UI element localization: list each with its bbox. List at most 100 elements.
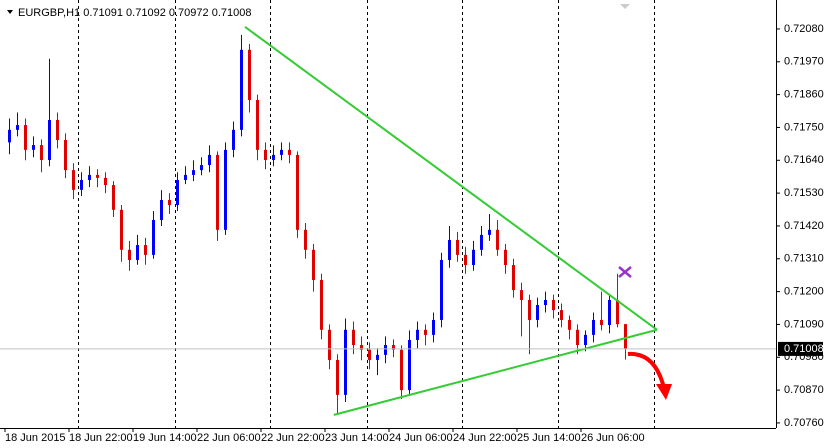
candle-body xyxy=(248,49,251,100)
candle-body xyxy=(176,179,179,206)
candle-body xyxy=(288,149,291,155)
candle-body xyxy=(200,165,203,171)
y-tick-label: 0.71420 xyxy=(784,220,824,232)
current-price-box xyxy=(778,341,823,356)
candle-body xyxy=(528,299,531,320)
candle-body xyxy=(72,170,75,190)
shift-marker xyxy=(620,4,630,9)
candle-body xyxy=(496,229,499,250)
candle-body xyxy=(336,359,339,395)
candle-body xyxy=(520,290,523,300)
y-tick-label: 0.71750 xyxy=(784,121,824,133)
x-tick-label: 24 Jun 22:00 xyxy=(453,432,517,444)
candle-body xyxy=(352,329,355,346)
candle-body xyxy=(208,154,211,166)
forecast-arrow xyxy=(627,351,666,389)
open: 0.71091 xyxy=(83,7,123,19)
candle-body xyxy=(552,299,555,311)
candle-body xyxy=(320,279,323,330)
x-tick-label: 24 Jun 06:00 xyxy=(389,432,453,444)
candle-body xyxy=(376,354,379,360)
candle-body xyxy=(232,129,235,150)
candle-body xyxy=(328,329,331,360)
candle-body xyxy=(240,49,243,130)
candle-body xyxy=(264,149,267,160)
candle-body xyxy=(304,229,307,250)
candle-body xyxy=(296,154,299,230)
candle-body xyxy=(424,329,427,335)
x-tick-label: 26 Jun 06:00 xyxy=(581,432,645,444)
candle-body xyxy=(48,119,51,160)
candle-body xyxy=(192,170,195,175)
candle-body xyxy=(544,299,547,306)
candle-body xyxy=(64,139,67,171)
x-tick-label: 25 Jun 14:00 xyxy=(517,432,581,444)
candle-body xyxy=(120,209,123,250)
candle-body xyxy=(8,129,11,143)
candle-body xyxy=(400,349,403,391)
candle-body xyxy=(408,339,411,391)
symbol: EURGBP,H1 xyxy=(18,7,80,19)
y-tick-label: 0.71860 xyxy=(784,89,824,101)
candle-body xyxy=(512,265,515,291)
candle-body xyxy=(592,319,595,335)
current-price-label: 0.71008 xyxy=(784,343,824,355)
candle-body xyxy=(504,249,507,266)
candle-body xyxy=(448,239,451,260)
candle-body xyxy=(464,254,467,266)
candle-body xyxy=(96,174,99,178)
header-arrow xyxy=(7,10,13,14)
close: 0.71008 xyxy=(212,7,252,19)
y-tick-label: 0.71970 xyxy=(784,56,824,68)
candle-body xyxy=(488,229,491,235)
candle-body xyxy=(216,154,219,230)
candle-body xyxy=(136,245,139,260)
candle-body xyxy=(184,174,187,180)
candle-body xyxy=(88,174,91,180)
y-tick-label: 0.71530 xyxy=(784,187,824,199)
x-tick-label: 18 Jun 2015 xyxy=(5,432,66,444)
candle-body xyxy=(144,245,147,255)
high: 0.71092 xyxy=(126,7,166,19)
candle-body xyxy=(32,145,35,150)
y-tick-label: 0.72080 xyxy=(784,23,824,35)
x-tick-label: 23 Jun 14:00 xyxy=(325,432,389,444)
candle-body xyxy=(624,324,627,349)
trendline xyxy=(244,26,658,331)
forecast-arrow-head xyxy=(656,384,672,400)
candle-body xyxy=(536,305,539,320)
candle-body xyxy=(280,149,283,155)
y-tick-label: 0.70760 xyxy=(784,417,824,429)
candle-body xyxy=(368,349,371,360)
candle-body xyxy=(168,199,171,206)
candle-body xyxy=(152,219,155,255)
y-tick-label: 0.71200 xyxy=(784,286,824,298)
candle-body xyxy=(104,177,107,186)
candle-body xyxy=(560,310,563,320)
candle-body xyxy=(432,319,435,335)
candle-body xyxy=(24,125,27,150)
candle-body xyxy=(440,259,443,320)
candle-body xyxy=(568,319,571,330)
candle-body xyxy=(224,149,227,230)
candle-body xyxy=(480,234,483,250)
x-tick-label: 22 Jun 06:00 xyxy=(197,432,261,444)
candle-body xyxy=(360,345,363,350)
candle-body xyxy=(312,249,315,280)
y-tick-label: 0.70870 xyxy=(784,384,824,396)
trendline xyxy=(333,328,658,416)
low: 0.70972 xyxy=(169,7,209,19)
candle-body xyxy=(16,125,19,130)
candle-body xyxy=(456,239,459,255)
candle-body xyxy=(112,185,115,210)
candle-body xyxy=(600,319,603,326)
y-tick-label: 0.71090 xyxy=(784,318,824,330)
candle-body xyxy=(56,119,59,140)
y-tick-label: 0.71310 xyxy=(784,253,824,265)
header: EURGBP,H1 0.71091 0.71092 0.70972 0.7100… xyxy=(18,7,251,19)
candle-body xyxy=(128,249,131,260)
y-tick-label: 0.71640 xyxy=(784,154,824,166)
